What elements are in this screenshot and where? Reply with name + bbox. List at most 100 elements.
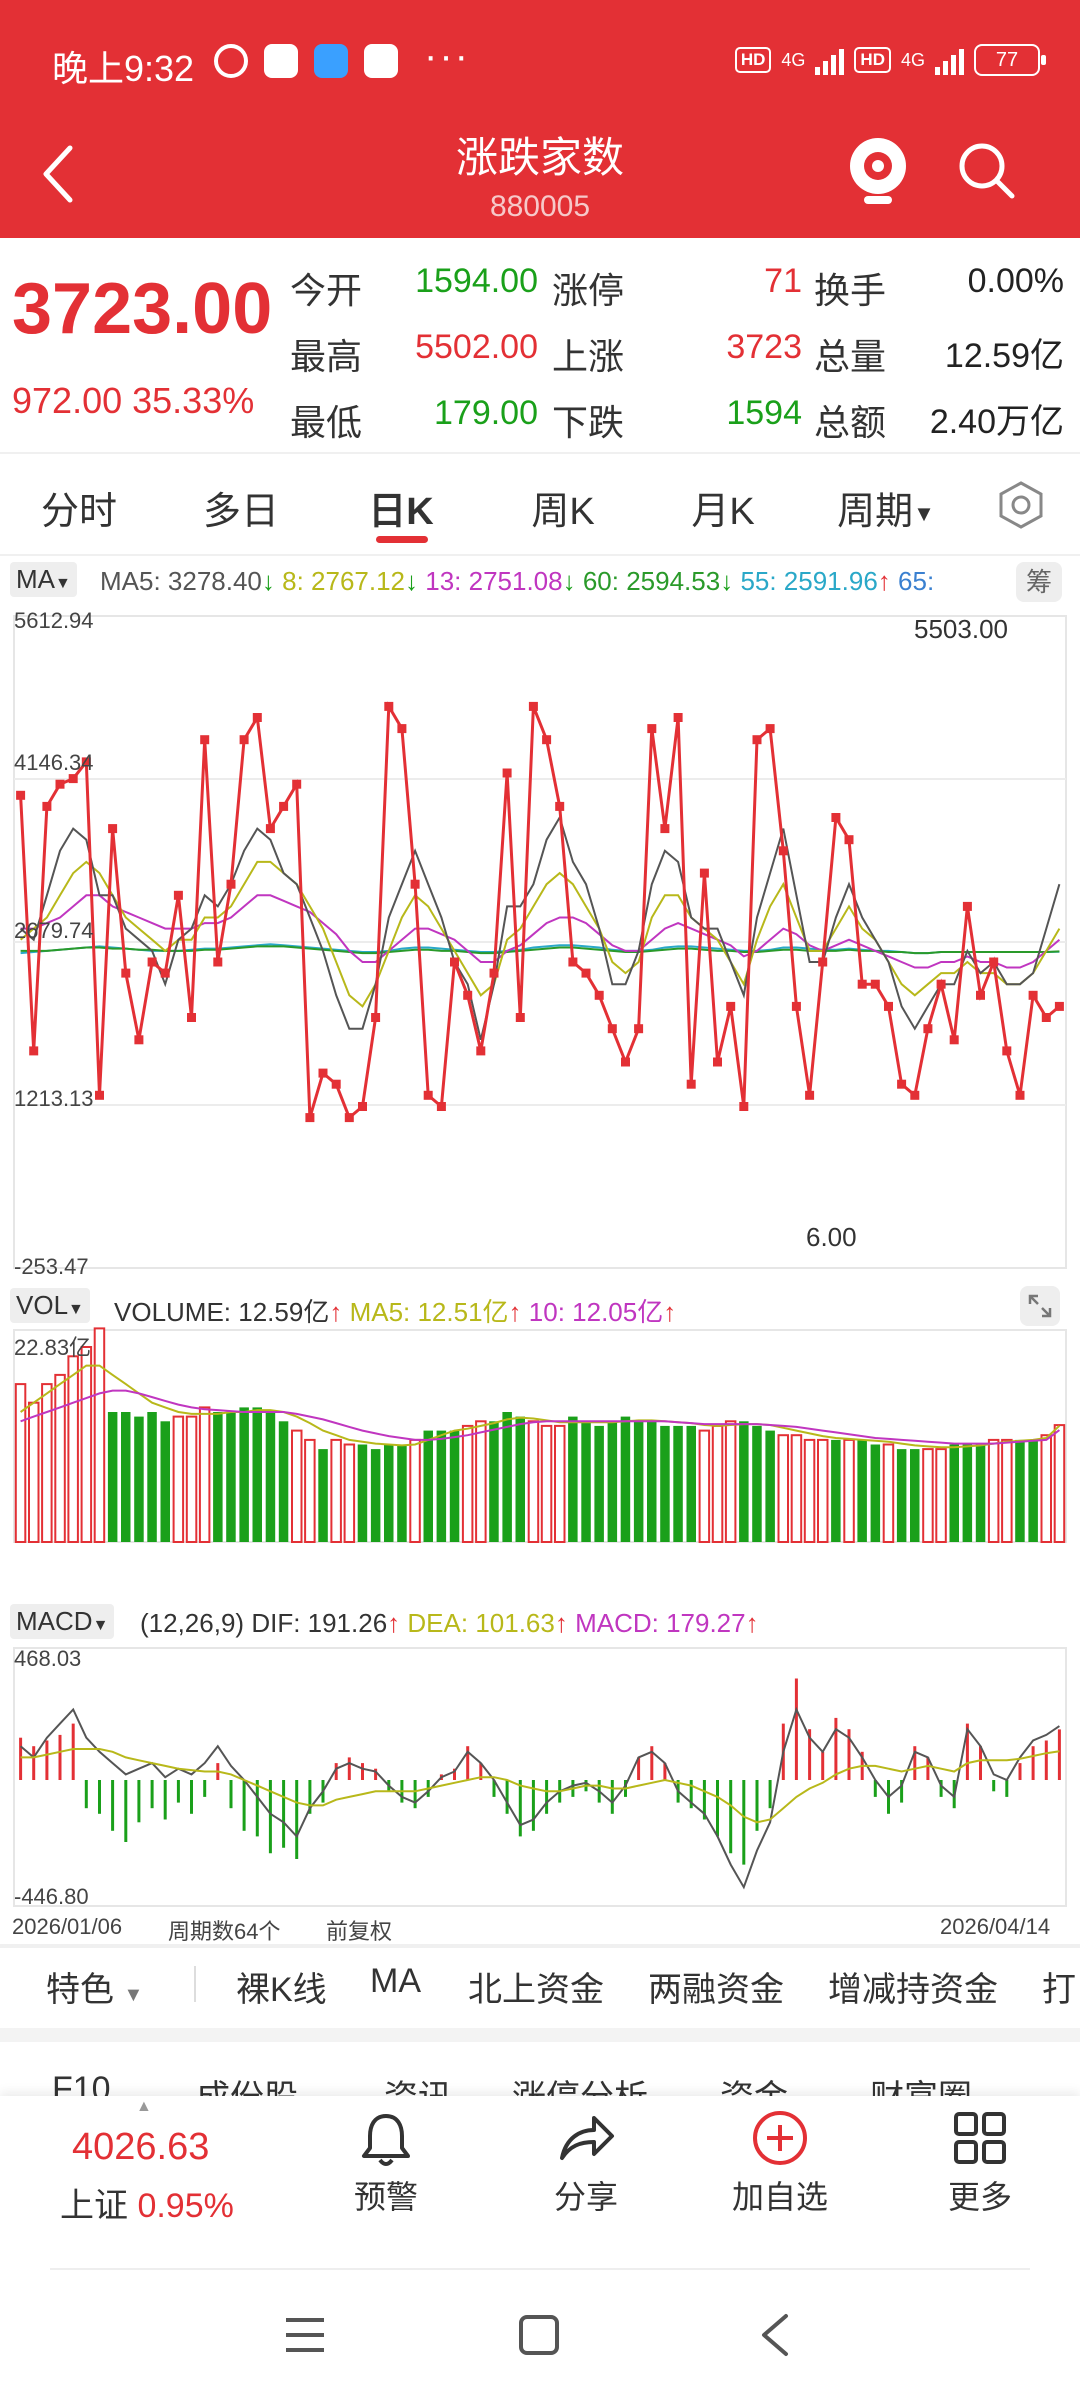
menu-icon[interactable] bbox=[282, 2312, 328, 2358]
indicator-northbound[interactable]: 北上资金 bbox=[468, 1971, 604, 2009]
indicator-margin[interactable]: 两融资金 bbox=[648, 1971, 784, 2009]
volume-bar bbox=[357, 1444, 368, 1542]
caret-down-icon: ▼ bbox=[55, 575, 71, 592]
volume-bar bbox=[739, 1421, 749, 1542]
indicator-bare-k[interactable]: 裸K线 bbox=[236, 1971, 327, 2009]
tab-period[interactable]: 周期▼ bbox=[837, 491, 935, 533]
main-point bbox=[673, 713, 683, 722]
tab-daily-k[interactable]: 日K bbox=[368, 491, 434, 533]
chip-button[interactable]: 筹 bbox=[1016, 562, 1062, 602]
add-watchlist-icon[interactable] bbox=[750, 2108, 810, 2168]
y-tick: 468.03 bbox=[14, 1646, 82, 1671]
max-annotation: 5503.00 bbox=[914, 614, 1008, 644]
vol-selector[interactable]: VOL▼ bbox=[10, 1288, 90, 1323]
main-point bbox=[344, 1113, 354, 1123]
volume-bar bbox=[41, 1383, 53, 1543]
tab-weekly-k[interactable]: 周K bbox=[531, 491, 595, 533]
caret-down-icon: ▼ bbox=[92, 1617, 109, 1634]
main-point bbox=[265, 824, 275, 834]
indicator-ma[interactable]: MA bbox=[370, 1962, 421, 2000]
label-limit-up: 涨停 bbox=[552, 270, 625, 311]
y-tick: 5612.94 bbox=[14, 608, 94, 633]
main-point bbox=[252, 713, 262, 722]
volume-bar bbox=[698, 1429, 711, 1543]
share-icon[interactable] bbox=[554, 2108, 618, 2168]
tab-multiday[interactable]: 多日 bbox=[202, 491, 279, 533]
macd-selector[interactable]: MACD▼ bbox=[10, 1604, 115, 1639]
main-point bbox=[502, 768, 512, 778]
tab-monthly-k[interactable]: 月K bbox=[691, 491, 755, 533]
action-alert[interactable]: 预警 bbox=[353, 2179, 418, 2215]
value-high: 5502.00 bbox=[415, 328, 538, 366]
main-point bbox=[239, 735, 249, 745]
volume-bar bbox=[461, 1424, 474, 1544]
expand-icon[interactable] bbox=[1020, 1286, 1060, 1326]
action-more[interactable]: 更多 bbox=[947, 2179, 1012, 2215]
y-tick: 22.83亿 bbox=[14, 1335, 92, 1360]
main-point bbox=[568, 957, 578, 967]
main-point bbox=[594, 990, 604, 1000]
robot-icon[interactable] bbox=[846, 134, 910, 208]
tab-intraday[interactable]: 分时 bbox=[40, 491, 117, 533]
main-point bbox=[923, 1024, 933, 1034]
main-point bbox=[870, 979, 880, 989]
volume-bar bbox=[922, 1448, 934, 1543]
volume-bar bbox=[1001, 1438, 1013, 1544]
main-point bbox=[542, 735, 552, 745]
main-point bbox=[489, 968, 499, 978]
search-icon[interactable] bbox=[956, 140, 1016, 200]
action-add-watchlist[interactable]: 加自选 bbox=[731, 2179, 828, 2215]
ma-line-8 bbox=[19, 860, 1061, 1008]
vol-legend: VOLUME: 12.59亿↑ MA5: 12.51亿↑ 10: 12.05亿↑ bbox=[114, 1297, 677, 1327]
home-icon[interactable] bbox=[516, 2312, 562, 2358]
kline-main-series bbox=[16, 701, 1064, 1123]
back-icon[interactable] bbox=[38, 144, 78, 204]
volume-bar bbox=[502, 1412, 512, 1542]
index-change[interactable]: 上证 0.95% bbox=[60, 2187, 234, 2225]
volume-bar bbox=[239, 1407, 249, 1542]
bell-icon[interactable] bbox=[356, 2108, 416, 2168]
main-point bbox=[358, 1102, 367, 1111]
main-line bbox=[19, 701, 1061, 1121]
value-rise: 3723 bbox=[726, 328, 802, 366]
indicator-holding-change[interactable]: 增减持资金 bbox=[828, 1971, 998, 2009]
main-point bbox=[897, 1079, 907, 1089]
volume-bar bbox=[540, 1424, 553, 1544]
volume-bar bbox=[409, 1438, 421, 1544]
ma-line-13 bbox=[20, 894, 1061, 969]
main-point bbox=[581, 968, 591, 978]
volume-bar bbox=[987, 1438, 1000, 1544]
divider bbox=[0, 2028, 1080, 2042]
divider bbox=[0, 1944, 1080, 1948]
volume-ma-MA5 bbox=[20, 1364, 1061, 1449]
nav-back-icon[interactable] bbox=[752, 2310, 798, 2360]
main-point bbox=[791, 1001, 801, 1011]
index-value[interactable]: 4026.63 bbox=[72, 2126, 210, 2168]
grid-more-icon[interactable] bbox=[950, 2108, 1010, 2168]
volume-bar bbox=[330, 1438, 342, 1544]
volume-bar bbox=[857, 1439, 867, 1542]
stock-code: 880005 bbox=[489, 190, 591, 223]
action-share[interactable]: 分享 bbox=[553, 2179, 618, 2215]
ma-selector[interactable]: MA▼ bbox=[10, 562, 77, 597]
volume-bar bbox=[660, 1425, 670, 1542]
volume-bar bbox=[882, 1443, 895, 1543]
main-point bbox=[765, 724, 775, 734]
main-point bbox=[68, 774, 78, 784]
volume-bar bbox=[962, 1444, 973, 1542]
label-fall: 下跌 bbox=[552, 402, 625, 443]
indicator-more[interactable]: 打 bbox=[1042, 1971, 1076, 2009]
current-price: 3723.00 bbox=[12, 269, 273, 349]
volume-bar bbox=[436, 1430, 447, 1542]
main-point bbox=[818, 957, 828, 967]
settings-hex-icon[interactable] bbox=[996, 480, 1046, 530]
main-point bbox=[423, 1090, 433, 1100]
main-point bbox=[739, 1102, 749, 1111]
main-point bbox=[55, 779, 65, 789]
signal-icon bbox=[815, 45, 845, 75]
special-selector[interactable]: 特色 ▼ bbox=[46, 1971, 144, 2009]
volume-bar bbox=[633, 1421, 644, 1542]
volume-bar bbox=[935, 1448, 947, 1543]
status-more-icon: ··· bbox=[424, 34, 470, 78]
battery-icon: 77 bbox=[974, 44, 1046, 76]
